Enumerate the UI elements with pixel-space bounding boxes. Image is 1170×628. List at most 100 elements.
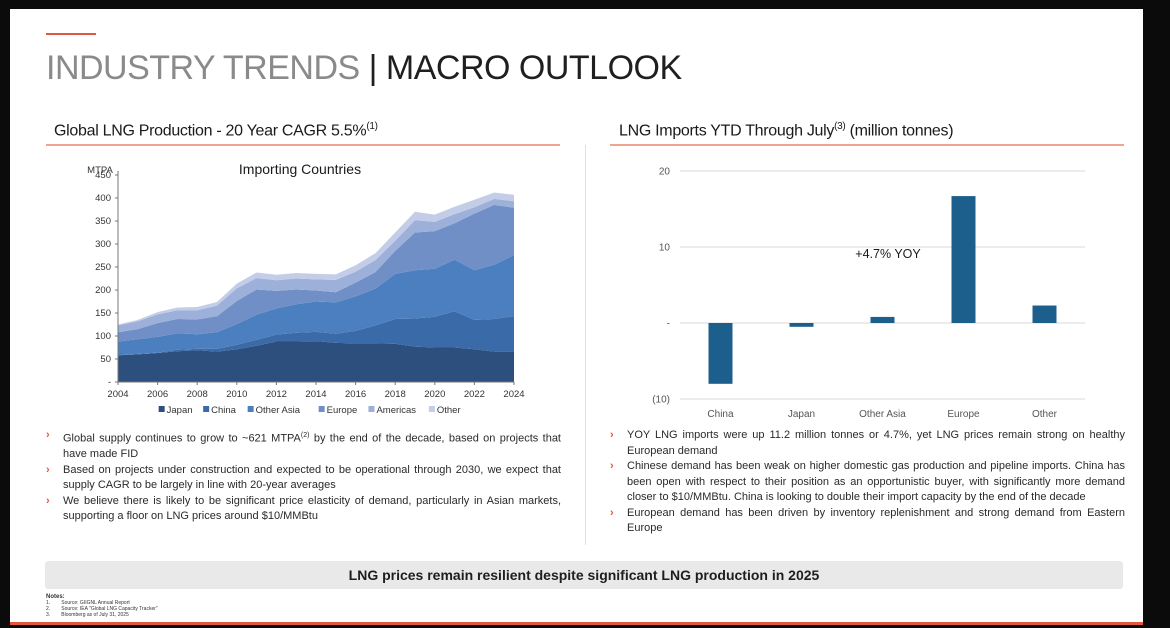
left-bullet-list: › Global supply continues to grow to ~621… (46, 428, 561, 525)
y-tick-label: 50 (100, 354, 111, 365)
title-part-macro-outlook: MACRO OUTLOOK (376, 49, 682, 87)
area-series-americas (118, 198, 514, 333)
left-bullet-3-text: We believe there is likely to be signifi… (63, 494, 561, 523)
key-takeaway-banner: LNG prices remain resilient despite sign… (45, 561, 1123, 589)
bar-japan (789, 323, 814, 327)
slide: INDUSTRY TRENDS | MACRO OUTLOOK Global L… (10, 9, 1143, 625)
left-bullet-1: › Global supply continues to grow to ~621… (46, 428, 561, 463)
y-tick-label: 450 (95, 170, 111, 181)
bar-chart: 20 10 - (10) China Japan Other Asia Europe Other… (652, 167, 1085, 420)
footnotes: Notes: 1. Source: GIIGNL Annual Report 2… (46, 594, 158, 618)
x-tick-label: 2008 (187, 389, 208, 400)
category-label-china: China (707, 409, 734, 420)
note-number: 2. (46, 606, 51, 612)
legend-swatch-americas (368, 406, 375, 412)
y-tick-label: 350 (95, 216, 111, 227)
x-tick-label: 2024 (503, 389, 524, 400)
x-tick-label: 2022 (464, 389, 485, 400)
left-bullet-1-text: Global supply continues to grow to ~621 … (63, 432, 301, 445)
right-bullet-3: › European demand has been driven by inve… (610, 506, 1125, 537)
bar-china (708, 323, 733, 384)
area-series-china (118, 311, 514, 356)
note-item: 1. Source: GIIGNL Annual Report (46, 600, 158, 606)
y-tick-label: 20 (659, 167, 671, 178)
notes-heading: Notes: (46, 594, 65, 600)
y-tick-label: 250 (95, 262, 111, 273)
bar-other-asia (870, 316, 895, 323)
title-part-industry-trends: INDUSTRY TRENDS (46, 49, 369, 87)
left-bullet-3: › We believe there is likely to be signif… (46, 494, 561, 525)
x-tick-label: 2018 (385, 389, 406, 400)
chevron-right-icon: › (610, 460, 614, 472)
y-axis-label: MTPA (87, 165, 113, 176)
right-bullet-1: › YOY LNG imports were up 11.2 million to… (610, 428, 1125, 459)
x-tick-label: 2010 (226, 389, 247, 400)
bar-other (1032, 305, 1057, 323)
left-section-heading: Global LNG Production - 20 Year CAGR 5.5… (54, 121, 378, 140)
y-tick-label: - (667, 319, 670, 330)
y-tick-label: 200 (95, 285, 111, 296)
legend-label-other-asia: Other Asia (256, 405, 301, 416)
right-bullet-3-text: European demand has been driven by inven… (627, 506, 1125, 535)
legend-swatch-europe (318, 406, 325, 412)
legend-swatch-other-asia (247, 406, 254, 412)
y-tick-label: 300 (95, 239, 111, 250)
x-tick-label: 2006 (147, 389, 168, 400)
area-series-japan (118, 341, 514, 382)
legend-label-americas: Americas (376, 405, 416, 416)
note-text: Source: IEA "Global LNG Capacity Tracker… (61, 606, 158, 612)
note-text: Source: GIIGNL Annual Report (61, 600, 130, 606)
y-tick-label: 400 (95, 193, 111, 204)
area-chart: - 50 100 150 200 250 300 350 400 450 2004 2006 2008 2… (87, 161, 524, 416)
chart-title: Importing Countries (239, 161, 361, 177)
area-series-other (118, 192, 514, 326)
y-tick-label: 150 (95, 308, 111, 319)
legend-swatch-other (428, 406, 435, 412)
area-series-europe (118, 204, 514, 342)
chevron-right-icon: › (46, 463, 50, 476)
chevron-right-icon: › (610, 429, 614, 441)
y-tick-label: 100 (95, 331, 111, 342)
note-number: 1. (46, 600, 51, 606)
left-heading-footnote: (1) (366, 121, 378, 132)
legend-swatch-japan (158, 406, 165, 412)
right-section-heading: LNG Imports YTD Through July(3) (million… (619, 121, 954, 140)
right-bullet-2: › Chinese demand has been weak on higher … (610, 459, 1125, 506)
legend-label-other: Other (437, 405, 461, 416)
x-tick-label: 2020 (424, 389, 445, 400)
right-heading-units: (million tonnes) (845, 122, 954, 140)
x-tick-label: 2012 (266, 389, 287, 400)
title-separator: | (368, 49, 378, 87)
legend-label-china: China (211, 405, 237, 416)
right-bullet-list: › YOY LNG imports were up 11.2 million to… (610, 428, 1125, 537)
note-number: 3. (46, 612, 51, 618)
right-bullet-2-text: Chinese demand has been weak on higher d… (627, 460, 1125, 503)
y-tick-label: 10 (659, 243, 671, 254)
title-accent-line (46, 33, 96, 35)
legend-label-japan: Japan (167, 405, 193, 416)
footer-accent-rule (10, 622, 1143, 625)
left-bullet-1-text-end: by the end of the decade, based on proje… (63, 432, 561, 461)
left-heading-rule (46, 144, 560, 146)
note-item: 3. Bloomberg as of July 31, 2025 (46, 612, 158, 618)
note-text: Bloomberg as of July 31, 2025 (61, 612, 129, 618)
yoy-annotation: +4.7% YOY (855, 247, 921, 261)
x-tick-label: 2016 (345, 389, 366, 400)
category-label-other-asia: Other Asia (859, 409, 906, 420)
left-bullet-2-text: Based on projects under construction and… (63, 463, 561, 492)
x-tick-label: 2014 (305, 389, 326, 400)
x-tick-label: 2004 (107, 389, 128, 400)
y-tick-label: - (108, 377, 111, 388)
right-heading-footnote: (3) (834, 121, 846, 132)
area-series-other-asia (118, 255, 514, 356)
left-heading-text: Global LNG Production - 20 Year CAGR 5.5… (54, 122, 367, 140)
category-label-other: Other (1032, 409, 1058, 420)
legend-swatch-china (203, 406, 210, 412)
left-bullet-2: › Based on projects under construction an… (46, 463, 561, 494)
right-bullet-1-text: YOY LNG imports were up 11.2 million ton… (627, 429, 1125, 457)
chevron-right-icon: › (46, 494, 50, 507)
category-label-europe: Europe (947, 409, 980, 420)
right-heading-rule (610, 144, 1124, 146)
right-heading-text: LNG Imports YTD Through July (619, 122, 835, 140)
chevron-right-icon: › (46, 429, 50, 441)
